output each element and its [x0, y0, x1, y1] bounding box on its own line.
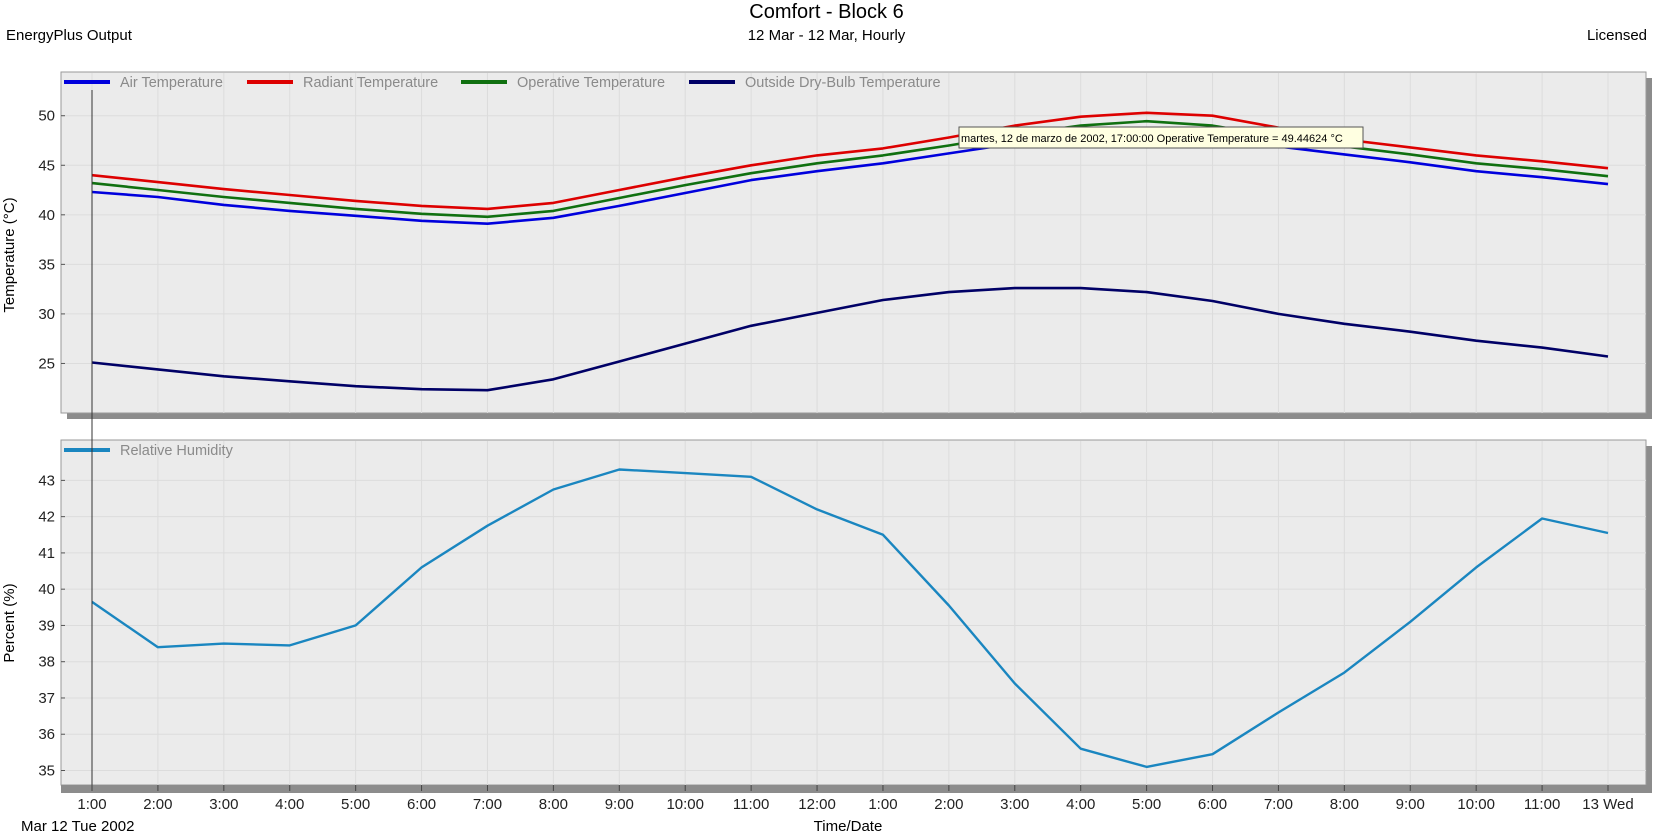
- legend-label: Outside Dry-Bulb Temperature: [745, 75, 941, 91]
- y-tick-label: 30: [38, 306, 55, 323]
- x-tick-label: 5:00: [341, 796, 370, 813]
- y-axis-title: Percent (%): [1, 583, 18, 662]
- x-tick-label: 4:00: [1066, 796, 1095, 813]
- source-label: EnergyPlus Output: [6, 27, 132, 44]
- x-tick-label: 6:00: [1198, 796, 1227, 813]
- y-tick-label: 50: [38, 108, 55, 125]
- panel-frame: [60, 71, 1647, 414]
- legend-swatch: [64, 448, 110, 452]
- legend-label: Air Temperature: [120, 75, 223, 91]
- y-tick-label: 41: [38, 545, 55, 562]
- legend-layer: Air Temperature Radiant Temperature Operat…: [64, 75, 941, 459]
- legend-swatch: [64, 80, 110, 84]
- y-tick-label: 43: [38, 472, 55, 489]
- x-tick-label: 3:00: [1000, 796, 1029, 813]
- chart-title: Comfort - Block 6: [749, 1, 904, 23]
- x-tick-label: 1:00: [868, 796, 897, 813]
- x-tick-label: 1:00: [77, 796, 106, 813]
- x-tick-label: 8:00: [539, 796, 568, 813]
- x-tick-label: 5:00: [1132, 796, 1161, 813]
- chart-subtitle: 12 Mar - 12 Mar, Hourly: [747, 27, 906, 44]
- y-tick-label: 42: [38, 509, 55, 526]
- y-tick-label: 40: [38, 207, 55, 224]
- chart-frames: [60, 71, 1652, 791]
- legend-swatch: [689, 80, 735, 84]
- y-tick-label: 38: [38, 654, 55, 671]
- x-tick-label: 7:00: [1264, 796, 1293, 813]
- series-line: [91, 286, 1609, 392]
- tooltip: martes, 12 de marzo de 2002, 17:00:00 Op…: [958, 126, 1364, 149]
- series-line: [91, 129, 1609, 225]
- x-tick-label: 11:00: [733, 796, 769, 813]
- x-tick-label: 8:00: [1330, 796, 1359, 813]
- y-tick-label: 40: [38, 581, 55, 598]
- ticks-layer: 25 30 35 40 45 50 Temperature (°C) 35 36 37 38 39 40…: [1, 108, 1652, 813]
- x-axis-bar: [61, 785, 1652, 793]
- y-axis-title: Temperature (°C): [1, 197, 18, 312]
- y-tick-label: 35: [38, 762, 55, 779]
- x-tick-label: 9:00: [1396, 796, 1425, 813]
- y-tick-label: 35: [38, 256, 55, 273]
- x-tick-label: 4:00: [275, 796, 304, 813]
- x-tick-label: 12:00: [798, 796, 836, 813]
- x-axis-title: Time/Date: [814, 818, 883, 835]
- y-tick-label: 37: [38, 690, 55, 707]
- x-tick-label: 13 Wed: [1582, 796, 1633, 813]
- legend-label: Operative Temperature: [517, 75, 665, 91]
- x-tick-label: 2:00: [934, 796, 963, 813]
- legend-swatch: [461, 80, 507, 84]
- x-tick-label: 9:00: [605, 796, 634, 813]
- x-tick-label: 3:00: [209, 796, 238, 813]
- x-tick-label: 10:00: [666, 796, 704, 813]
- x-tick-label: 6:00: [407, 796, 436, 813]
- x-tick-label: 10:00: [1457, 796, 1495, 813]
- y-tick-label: 39: [38, 617, 55, 634]
- tooltip-box: [958, 126, 1364, 149]
- tooltip-text: martes, 12 de marzo de 2002, 17:00:00 Op…: [961, 133, 1343, 145]
- y-tick-label: 25: [38, 355, 55, 372]
- x-tick-label: 2:00: [143, 796, 172, 813]
- legend-label: Relative Humidity: [120, 443, 234, 459]
- grid-layer: [62, 73, 1646, 785]
- y-tick-label: 45: [38, 157, 55, 174]
- x-tick-label: 7:00: [473, 796, 502, 813]
- legend-swatch: [247, 80, 293, 84]
- license-label: Licensed: [1586, 27, 1647, 44]
- series-line: [91, 468, 1609, 769]
- date-label: Mar 12 Tue 2002: [21, 818, 134, 835]
- panel-frame: [60, 439, 1647, 786]
- x-tick-label: 11:00: [1524, 796, 1560, 813]
- y-tick-label: 36: [38, 726, 55, 743]
- legend-label: Radiant Temperature: [303, 75, 438, 91]
